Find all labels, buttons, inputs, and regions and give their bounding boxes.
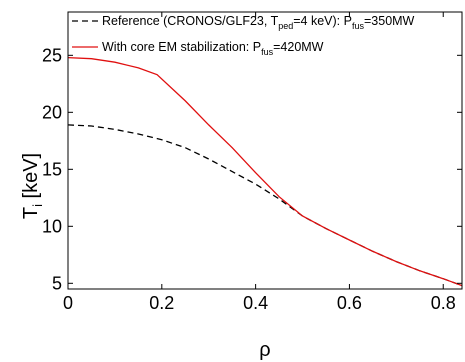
series-line-reference (67, 124, 463, 287)
x-tick-label: 0 (63, 293, 73, 313)
y-tick-label: 10 (42, 216, 62, 236)
x-tick-label: 0.2 (149, 293, 174, 313)
x-tick-label: 0.4 (243, 293, 268, 313)
y-tick-label: 15 (42, 159, 62, 179)
y-axis: 5 10 15 20 25 (42, 45, 462, 293)
x-tick-label: 0.8 (431, 293, 456, 313)
x-axis: 0 0.2 0.4 0.6 0.8 (63, 12, 456, 313)
legend-label-reference: Reference (CRONOS/GLF23, Tped=4 keV): Pf… (102, 14, 415, 31)
plot-frame (67, 11, 463, 290)
plot-lines (67, 56, 463, 287)
y-axis-label: Ti [keV] (20, 153, 45, 219)
x-axis-label: ρ (259, 339, 270, 361)
y-tick-label: 5 (52, 273, 62, 293)
series-line-core-em (67, 56, 463, 287)
legend-label-core-em: With core EM stabilization: Pfus=420MW (102, 40, 324, 57)
legend: Reference (CRONOS/GLF23, Tped=4 keV): Pf… (72, 14, 415, 57)
y-tick-label: 20 (42, 102, 62, 122)
x-tick-label: 0.6 (337, 293, 362, 313)
y-tick-label: 25 (42, 45, 62, 65)
